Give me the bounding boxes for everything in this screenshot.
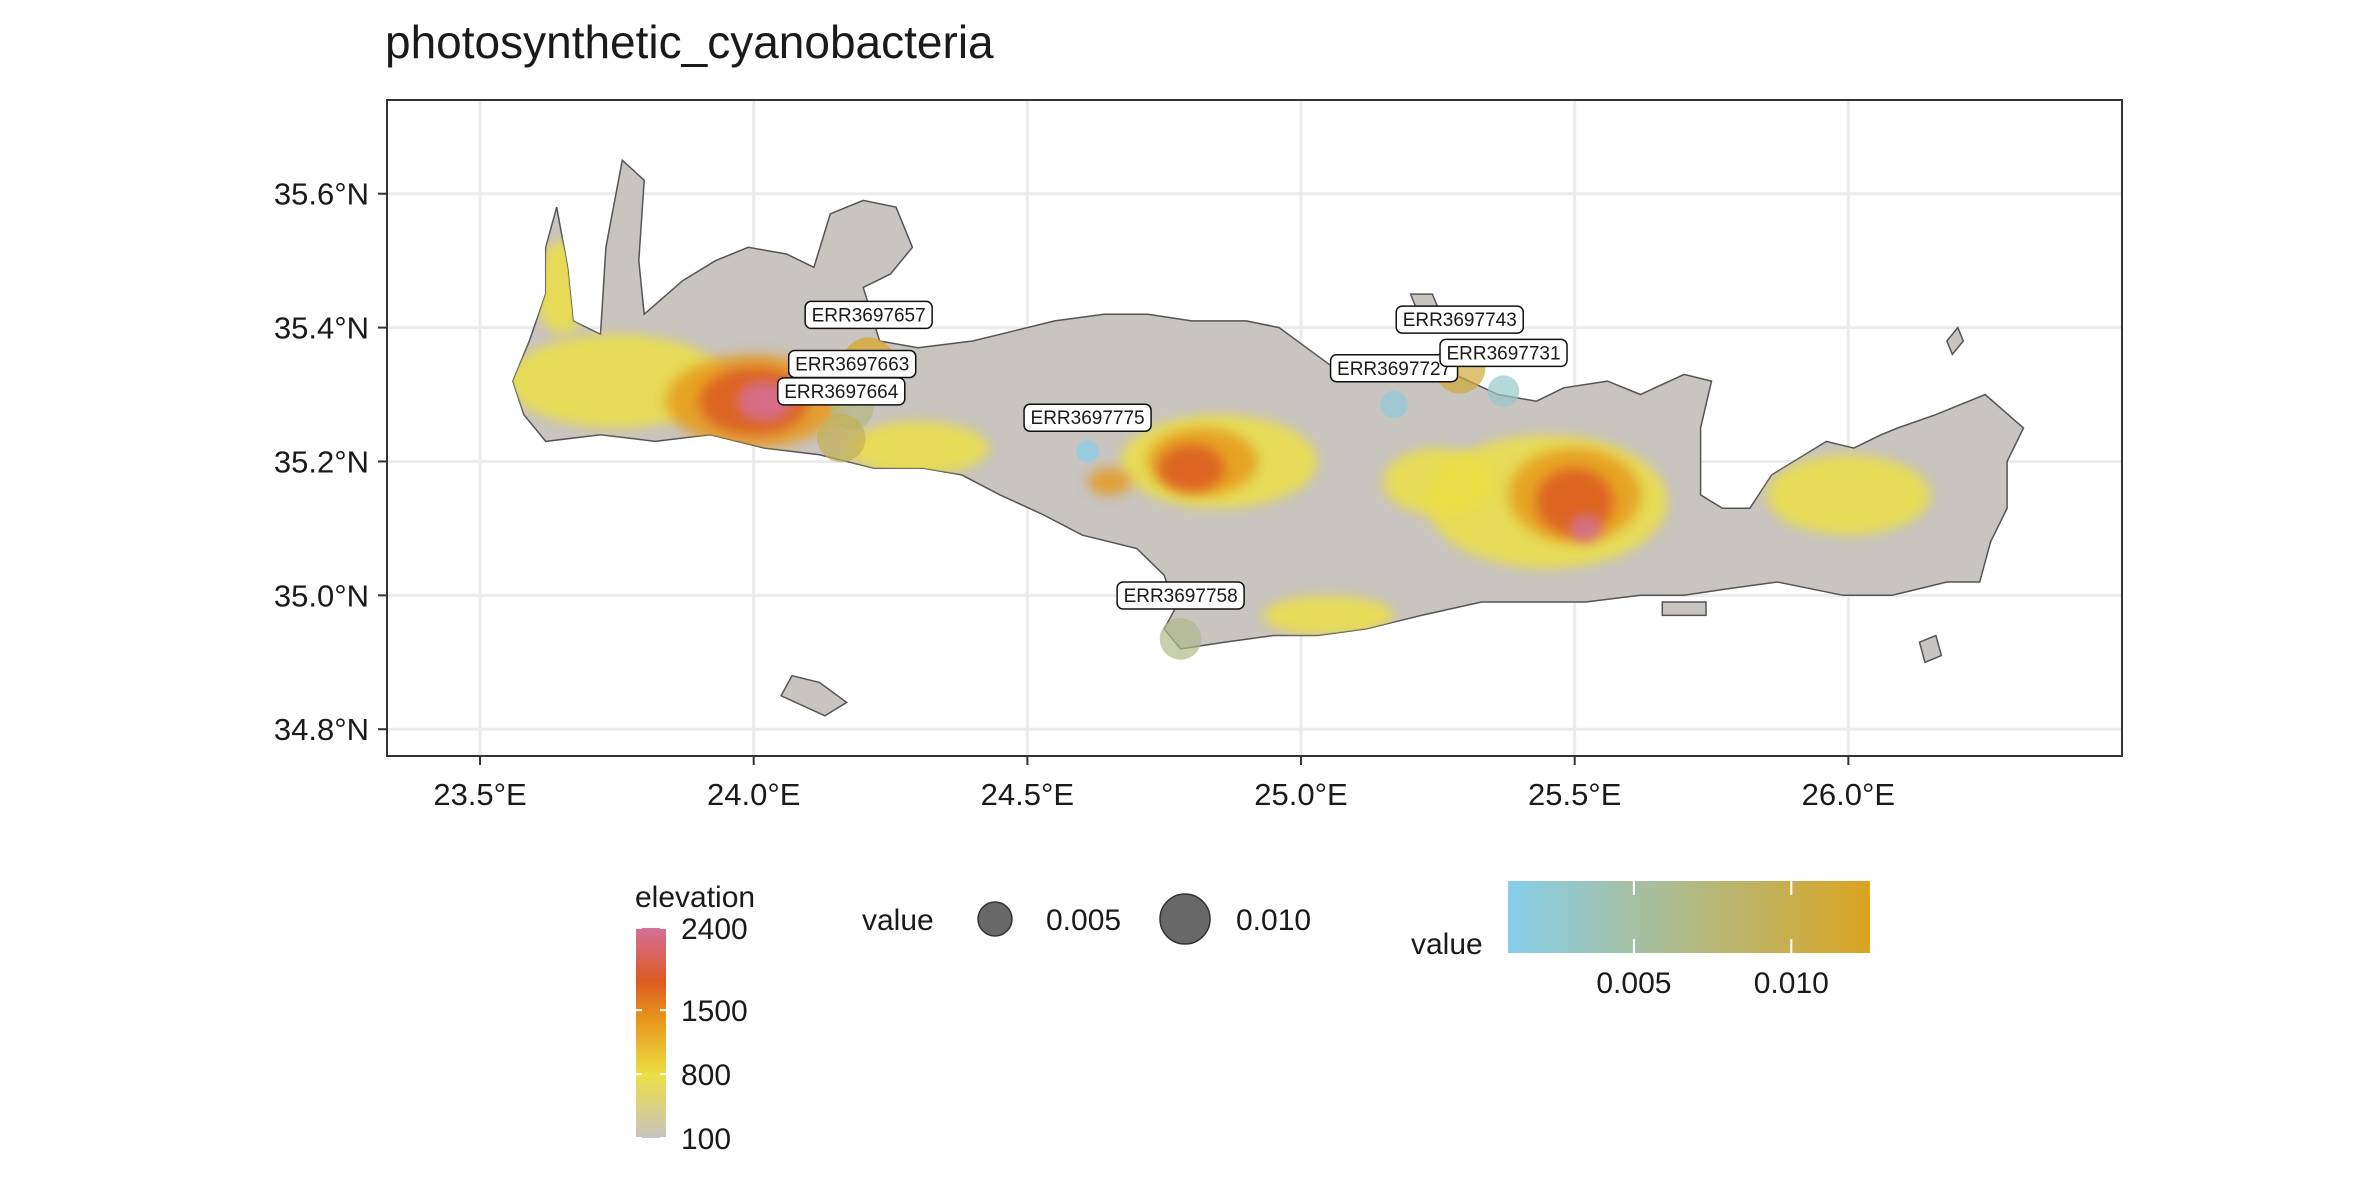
sample-label: ERR3697775 <box>1023 403 1152 432</box>
sample-label-box <box>1395 305 1524 334</box>
sample-label: ERR3697727 <box>1329 354 1459 383</box>
color-legend-bar <box>1508 881 1870 953</box>
x-tick-label: 25.5°E <box>1528 777 1621 812</box>
elevation-colorbar <box>636 928 666 1138</box>
sample-label: ERR3697657 <box>804 300 933 330</box>
elevation-patch <box>1766 454 1931 536</box>
y-tick-label: 35.4°N <box>274 311 369 346</box>
size-legend-label-large: 0.010 <box>1236 904 1311 937</box>
size-legend-label-small: 0.005 <box>1046 904 1121 937</box>
sample-label: ERR3697663 <box>787 349 917 379</box>
size-legend-key-large <box>1159 893 1211 945</box>
sample-label-box <box>804 300 933 330</box>
sample-label: ERR3697664 <box>777 377 906 406</box>
elevation-legend-title: elevation <box>635 881 755 914</box>
sample-point <box>1159 617 1202 660</box>
sample-label: ERR3697731 <box>1439 338 1568 368</box>
elevation-patch <box>1158 444 1225 492</box>
y-tick-label: 34.8°N <box>274 712 369 747</box>
sample-label-text: ERR3697758 <box>1124 586 1238 607</box>
panel-border <box>386 99 2123 757</box>
sample-label-box <box>777 377 906 406</box>
size-legend-key-small <box>977 901 1013 937</box>
size-legend-title: value <box>862 904 934 937</box>
elevation-patch <box>1087 468 1132 495</box>
color-legend-tick-label: 0.005 <box>1596 967 1671 1000</box>
sample-point <box>1487 375 1520 407</box>
color-legend-tick-label: 0.010 <box>1754 967 1829 1000</box>
size-legend: value 0.005 0.010 <box>862 893 1311 945</box>
sample-label-box <box>1439 338 1568 368</box>
sample-label-text: ERR3697743 <box>1403 310 1517 331</box>
color-legend-title: value <box>1411 928 1483 961</box>
sample-label-box <box>1329 354 1459 383</box>
sample-label-box <box>1116 581 1245 610</box>
islet <box>780 674 849 717</box>
elevation-tick-label: 2400 <box>681 913 748 946</box>
x-tick-label: 23.5°E <box>433 777 526 812</box>
elevation-relief <box>512 240 1931 636</box>
color-legend-ticks: 0.005 0.010 <box>1596 881 1829 1000</box>
y-tick-label: 35.6°N <box>274 177 369 212</box>
x-axis: 23.5°E 24.0°E 24.5°E 25.0°E 25.5°E 26.0°E <box>433 756 1895 812</box>
elevation-patch <box>846 421 990 475</box>
islet <box>1661 601 1707 617</box>
sample-labels: ERR3697657 ERR3697663 ERR3697664 ERR3697775… <box>777 300 1568 610</box>
elevation-patch <box>1383 448 1493 516</box>
elevation-tick-label: 1500 <box>681 995 748 1028</box>
islet <box>1946 326 1965 356</box>
sample-label-text: ERR3697663 <box>795 354 909 375</box>
sample-label-box <box>1023 403 1152 432</box>
sample-point <box>1076 440 1099 463</box>
elevation-patch <box>1262 595 1395 636</box>
color-legend: value 0.005 0.010 <box>1411 881 1870 1000</box>
sample-label-text: ERR3697731 <box>1446 343 1560 364</box>
sample-point <box>1380 390 1408 419</box>
sample-point <box>817 413 866 463</box>
elevation-legend-ticks: 2400 1500 800 100 <box>636 913 748 1156</box>
sample-label: ERR3697758 <box>1116 581 1245 610</box>
elevation-patch <box>1569 515 1603 542</box>
x-tick-label: 24.0°E <box>707 777 800 812</box>
y-tick-label: 35.2°N <box>274 444 369 479</box>
x-tick-label: 24.5°E <box>981 777 1074 812</box>
map-title: photosynthetic_cyanobacteria <box>385 16 994 68</box>
x-tick-label: 25.0°E <box>1254 777 1347 812</box>
y-tick-label: 35.0°N <box>274 578 369 613</box>
sample-label-text: ERR3697664 <box>784 382 899 403</box>
elevation-tick-label: 800 <box>681 1059 731 1092</box>
sample-label-text: ERR3697657 <box>812 305 926 326</box>
x-tick-label: 26.0°E <box>1802 777 1895 812</box>
sample-label-text: ERR3697727 <box>1337 359 1451 380</box>
elevation-tick-label: 100 <box>681 1123 731 1156</box>
islet <box>1918 634 1943 664</box>
y-axis: 34.8°N 35.0°N 35.2°N 35.4°N 35.6°N <box>274 177 387 747</box>
elevation-legend: elevation 2400 1500 800 100 <box>635 881 755 1156</box>
sample-label-text: ERR3697775 <box>1031 408 1145 429</box>
sample-label: ERR3697743 <box>1395 305 1524 334</box>
